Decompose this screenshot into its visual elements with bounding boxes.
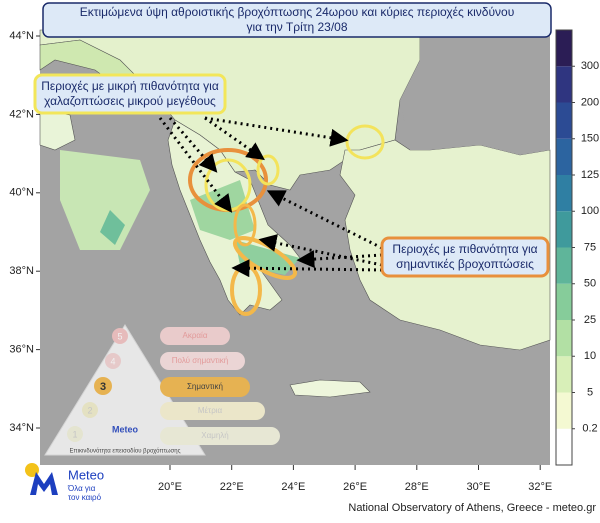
logo: Meteo Όλα για τον καιρό xyxy=(25,463,104,502)
logo-tagline: Όλα για xyxy=(67,484,96,493)
colorbar-label: 50 xyxy=(584,278,596,290)
level-number: 3 xyxy=(100,381,106,393)
colorbar-label: 200 xyxy=(581,96,599,108)
colorbar-cell xyxy=(556,138,572,175)
colorbar-label: 100 xyxy=(581,205,599,217)
colorbar-cell xyxy=(556,428,572,465)
level-badge xyxy=(112,328,128,344)
level-label: Χαμηλή xyxy=(201,431,228,440)
level-label: Πολύ σημαντική xyxy=(172,356,229,365)
lon-label: 26°E xyxy=(343,481,367,493)
annotation-box xyxy=(33,73,227,115)
lat-label: 36°N xyxy=(9,344,34,356)
title: Εκτιμώμενα ύψη αθροιστικής βροχόπτωσης 2… xyxy=(80,5,515,19)
annotation-box xyxy=(380,236,550,278)
lat-label: 34°N xyxy=(9,422,34,434)
colorbar-label: 0.2 xyxy=(582,423,597,435)
colorbar-cell xyxy=(556,175,572,212)
colorbar-cell xyxy=(556,392,572,429)
annotation-text: Περιοχές με μικρή πιθανότητα για xyxy=(41,79,219,93)
lon-label: 30°E xyxy=(467,481,491,493)
lat-label: 40°N xyxy=(9,187,34,199)
level-number: 4 xyxy=(110,356,115,366)
level-label: Σημαντική xyxy=(187,382,223,391)
level-label: Ακραία xyxy=(183,331,208,340)
level-pill xyxy=(160,377,250,397)
title: για την Τρίτη 23/08 xyxy=(246,20,347,34)
lon-label: 28°E xyxy=(405,481,429,493)
annotation-text: χαλαζοπτώσεις μικρού μεγέθους xyxy=(44,94,216,108)
pyramid-caption: Επικινδυνότητα επεισοδίου βροχόπτωσης xyxy=(70,448,181,455)
colorbar-label: 125 xyxy=(581,169,599,181)
level-pill xyxy=(160,352,245,370)
lon-label: 24°E xyxy=(281,481,305,493)
level-badge xyxy=(82,402,98,418)
annotation-text: Περιοχές με πιθανότητα για xyxy=(392,242,537,256)
level-label: Μέτρια xyxy=(198,406,223,415)
title-box xyxy=(42,2,552,38)
lat-label: 42°N xyxy=(9,108,34,120)
lon-label: 20°E xyxy=(158,481,182,493)
lat-label: 38°N xyxy=(9,265,34,277)
pyramid-logo: Meteo xyxy=(112,424,139,434)
colorbar-label: 150 xyxy=(581,133,599,145)
level-badge xyxy=(105,353,121,369)
colorbar-cell xyxy=(556,102,572,139)
level-number: 2 xyxy=(87,405,92,415)
footer: National Observatory of Athens, Greece -… xyxy=(348,502,596,514)
level-pill xyxy=(160,427,280,445)
risk-area xyxy=(256,154,280,186)
lon-label: 22°E xyxy=(220,481,244,493)
lon-label: 32°E xyxy=(528,481,552,493)
colorbar-cell xyxy=(556,283,572,320)
risk-area xyxy=(233,203,257,247)
colorbar-label: 75 xyxy=(584,241,596,253)
colorbar-cell xyxy=(556,66,572,103)
colorbar-label: 10 xyxy=(584,350,596,362)
level-pill xyxy=(160,402,265,420)
level-badge xyxy=(67,426,83,442)
annotation-text: σημαντικές βροχοπτώσεις xyxy=(396,257,534,271)
colorbar-cell xyxy=(556,320,572,357)
logo-tagline: τον καιρό xyxy=(68,493,102,502)
colorbar-cell xyxy=(556,356,572,393)
level-number: 5 xyxy=(117,331,122,341)
colorbar-cell xyxy=(556,211,572,248)
level-pill xyxy=(160,327,230,345)
colorbar-label: 25 xyxy=(584,314,596,326)
colorbar-cell xyxy=(556,247,572,284)
level-badge xyxy=(94,377,112,395)
arrows xyxy=(158,116,383,278)
risk-scale: 5 4 3 2 1 Ακραία Πολύ σημαντική Σημαντικ… xyxy=(44,324,280,456)
colorbar-label: 300 xyxy=(581,60,599,72)
colorbar-label: 5 xyxy=(587,386,593,398)
lat-label: 44°N xyxy=(9,30,34,42)
colorbar-cell xyxy=(556,30,572,67)
logo-name: Meteo xyxy=(68,467,104,482)
level-number: 1 xyxy=(72,429,77,439)
